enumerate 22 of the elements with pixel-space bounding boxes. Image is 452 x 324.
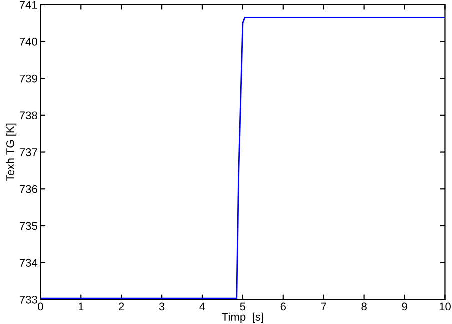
x-tick-label: 3 [159,302,165,311]
x-tick-label: 6 [280,302,286,311]
y-tick-label: 737 [20,148,38,156]
y-tick-label: 740 [20,38,38,46]
x-tick-label: 5 [240,302,246,311]
y-tick-label: 735 [20,222,38,230]
y-tick-label: 733 [20,296,38,304]
y-tick-label: 739 [20,74,38,83]
x-tick-label: 1 [78,302,84,311]
x-tick-label: 4 [200,302,206,311]
x-tick-label: 8 [362,302,367,311]
y-tick-label: 741 [20,1,38,9]
x-tick-label: 7 [321,302,326,311]
x-tick-label: 10 [440,302,451,311]
y-axis-title: Texh TG [K] [6,124,17,182]
x-tick-label: 2 [119,302,124,311]
x-tick-label: 9 [402,302,408,311]
x-axis-title: Timp [s] [222,312,264,324]
x-tick-label: 0 [38,302,44,311]
y-tick-label: 734 [20,259,38,267]
y-tick-label: 738 [20,112,38,120]
y-tick-label: 736 [20,185,38,194]
